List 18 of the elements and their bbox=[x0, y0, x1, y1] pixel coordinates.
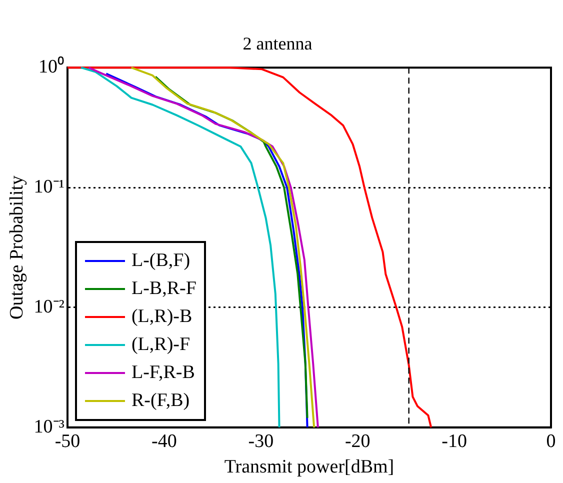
y-tick-label: 10⁻² bbox=[34, 296, 65, 318]
legend-label: L-F,R-B bbox=[131, 362, 195, 384]
x-tick-label: -20 bbox=[344, 430, 370, 452]
x-tick-label: -40 bbox=[152, 430, 177, 452]
x-axis-title: Transmit power[dBm] bbox=[224, 456, 394, 478]
x-tick-label: 0 bbox=[546, 430, 556, 452]
legend-label: L-(B,F) bbox=[131, 250, 190, 272]
x-tick-label: -30 bbox=[248, 430, 274, 452]
x-tick-label: -10 bbox=[442, 430, 467, 452]
chart-title: 2 antenna bbox=[242, 34, 312, 54]
legend-label: (L,R)-F bbox=[131, 334, 190, 356]
y-tick-label: 10⁰ bbox=[38, 56, 64, 78]
y-axis-title: Outage Probability bbox=[6, 174, 28, 320]
legend-label: L-B,R-F bbox=[131, 278, 196, 300]
legend-label: R-(F,B) bbox=[131, 390, 190, 412]
y-tick-label: 10⁻¹ bbox=[34, 176, 65, 198]
x-tick-label: -50 bbox=[54, 430, 80, 452]
legend-label: (L,R)-B bbox=[131, 306, 192, 328]
